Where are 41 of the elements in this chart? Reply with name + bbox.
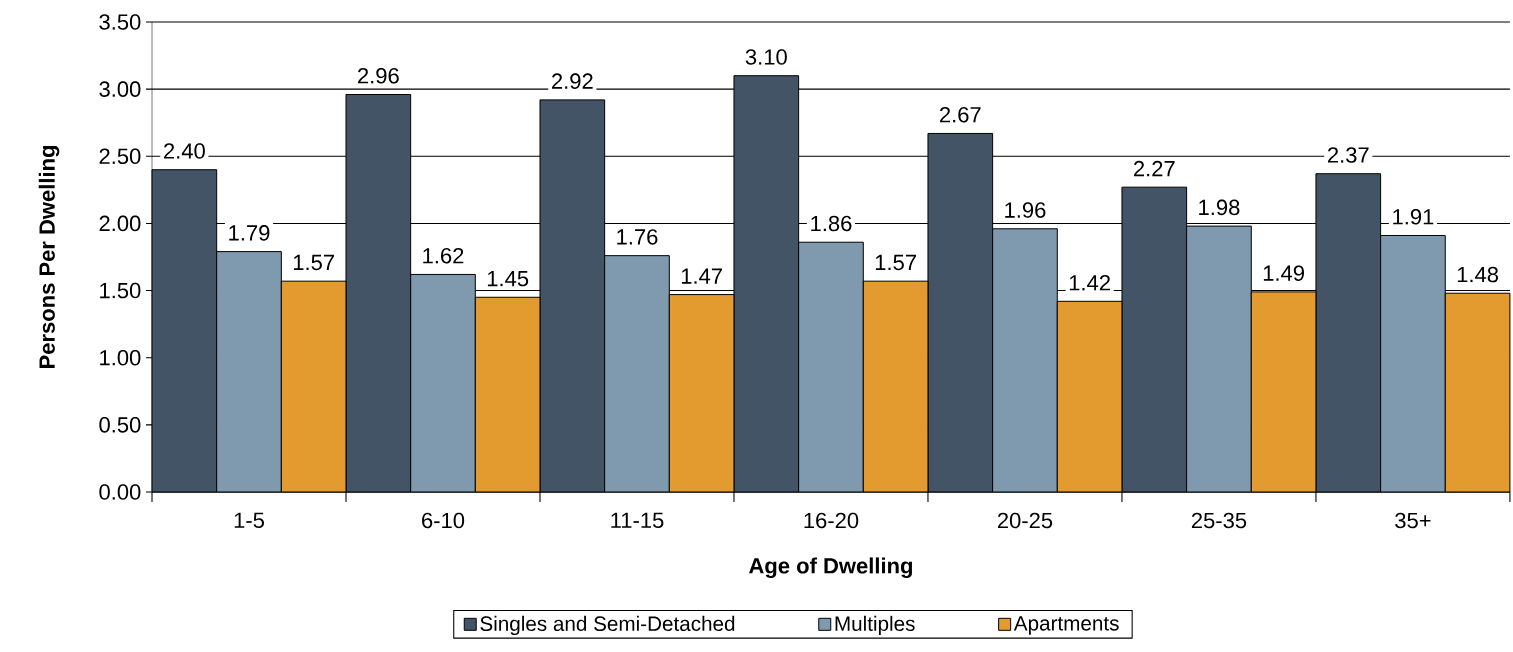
y-tick-label: 2.50 (99, 148, 141, 165)
data-label: 1.47 (681, 268, 722, 284)
data-label: 2.27 (1133, 160, 1175, 177)
data-label: 1.91 (1393, 208, 1434, 225)
data-label: 1.86 (811, 215, 852, 232)
y-tick-label: 1.00 (100, 349, 141, 366)
data-label: 1.57 (293, 254, 334, 271)
data-label: 2.40 (164, 143, 205, 159)
data-label: 2.92 (552, 73, 593, 89)
data-label: 1.62 (423, 247, 464, 264)
x-tick-label: 6-10 (422, 512, 465, 529)
x-tick-label: 11-15 (611, 512, 664, 529)
data-label: 1.57 (875, 254, 916, 271)
data-label: 1.79 (229, 225, 270, 241)
legend-label: Multiples (835, 615, 915, 636)
x-tick-label: 1-5 (234, 512, 264, 529)
y-tick-label: 3.00 (99, 81, 141, 97)
data-label: 1.76 (617, 229, 658, 245)
data-label: 1.48 (1457, 266, 1499, 283)
y-tick-label: 3.50 (99, 14, 141, 30)
data-label: 2.67 (940, 106, 981, 123)
x-axis-title: Age of Dwelling (749, 557, 912, 579)
data-label: 1.96 (1005, 202, 1046, 218)
x-tick-label: 35+ (1395, 512, 1431, 529)
x-tick-label: 25-35 (1191, 512, 1247, 529)
data-label: 1.42 (1069, 275, 1110, 291)
x-tick-label: 20-25 (997, 512, 1053, 529)
legend-label: Singles and Semi-Detached (480, 615, 735, 636)
y-tick-label: 2.00 (99, 215, 141, 232)
legend-label: Apartments (1013, 616, 1119, 635)
y-tick-label: 0.50 (99, 417, 141, 433)
y-tick-label: 1.50 (100, 282, 141, 299)
data-label: 1.49 (1263, 265, 1304, 281)
x-tick-label: 16-20 (804, 512, 859, 529)
data-label: 1.98 (1199, 199, 1240, 216)
data-label: 2.96 (358, 67, 399, 84)
data-label: 2.37 (1327, 147, 1369, 163)
y-axis-title: Persons Per Dwelling (38, 146, 60, 369)
y-tick-label: 0.00 (99, 484, 141, 500)
data-label: 1.45 (487, 270, 529, 287)
data-label: 3.10 (745, 49, 787, 65)
